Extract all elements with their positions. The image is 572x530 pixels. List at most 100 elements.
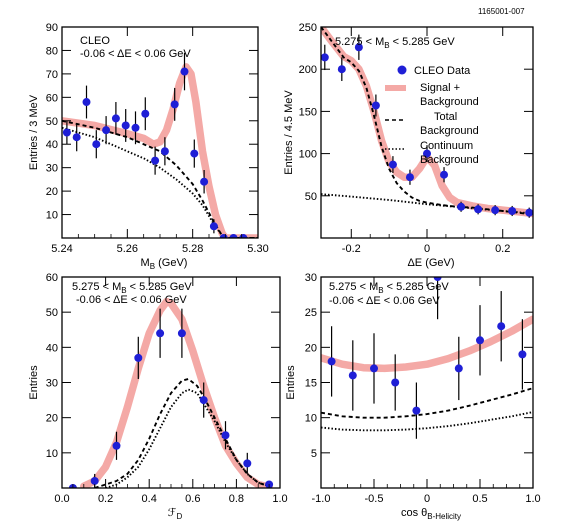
- panel-annotation: -0.06 < ΔE < 0.06 GeV: [329, 295, 440, 307]
- y-tick-label: 20: [305, 342, 317, 354]
- data-point: [433, 277, 442, 281]
- data-point: [440, 170, 449, 179]
- data-point: [151, 156, 160, 165]
- legend-data-label: CLEO Data: [414, 65, 471, 77]
- data-point: [92, 140, 101, 149]
- y-tick-label: 60: [46, 272, 58, 284]
- y-tick-label: 40: [46, 342, 58, 354]
- data-points: [327, 277, 527, 439]
- curves: [62, 63, 258, 238]
- x-axis-label: ΔE (GeV): [407, 257, 454, 269]
- legend-signal-label: Signal +: [420, 82, 460, 94]
- series-dashed-curve: [321, 387, 533, 419]
- data-points: [321, 34, 533, 218]
- data-point: [190, 149, 199, 158]
- data-point: [229, 234, 238, 238]
- curves: [321, 315, 533, 432]
- panel-annotation: -0.06 < ΔE < 0.06 GeV: [80, 48, 191, 60]
- data-point: [370, 364, 378, 373]
- series-band-curve: [62, 63, 258, 238]
- x-tick-label: -1.0: [312, 493, 331, 505]
- y-tick-label: 100: [299, 149, 317, 161]
- data-point: [121, 121, 130, 130]
- panel-top-left: 10 20 30 40 50 60 70 80 90 5.24 5.26 5.28 5.30 MB (Ge…: [28, 22, 269, 271]
- legend-total-label-2: Background: [420, 125, 479, 137]
- data-point: [457, 202, 466, 211]
- series-band-curve: [80, 297, 273, 488]
- data-points: [62, 52, 248, 238]
- panel-annotation: CLEO: [80, 35, 110, 47]
- y-tick-label: 10: [46, 448, 58, 460]
- series-dotted-curve: [321, 193, 533, 215]
- legend-total-label: Total: [434, 111, 457, 123]
- x-tick-label: 0.2: [495, 243, 510, 255]
- x-axis-label: MB (GeV): [141, 257, 188, 271]
- data-point: [131, 123, 140, 132]
- x-tick-label: 0.6: [185, 493, 200, 505]
- data-point: [112, 441, 121, 450]
- y-tick-label: 30: [46, 163, 58, 175]
- series-band-curve: [321, 315, 533, 373]
- y-tick-label: 70: [46, 69, 58, 81]
- y-axis-label: Entries / 3 MeV: [28, 94, 40, 170]
- curves: [321, 27, 533, 218]
- data-point: [177, 329, 186, 338]
- data-points: [68, 308, 274, 488]
- x-tick-label: -0.2: [342, 243, 361, 255]
- legend-data-marker: [397, 65, 407, 75]
- y-axis-label: Entries: [285, 365, 297, 400]
- x-axis-label: ℱD: [168, 507, 183, 521]
- legend-entry-data: CLEO Data: [397, 65, 471, 77]
- data-point: [156, 329, 165, 338]
- data-point: [518, 350, 527, 359]
- panel-top-right: 50 100 150 200 250 -0.2 0 0.2 ΔE (GeV) Entries / …: [283, 22, 534, 269]
- data-point: [90, 476, 99, 485]
- legend-signal-label-2: Background: [420, 96, 479, 108]
- x-tick-label: -0.5: [365, 493, 384, 505]
- panel-annotation: 5.275 < MB < 5.285 GeV: [335, 36, 455, 50]
- panel-bottom-left: 10 20 30 40 50 60 0.0 0.2 0.4 0.6 0.8 1.0 ℱD Entries 5…: [28, 272, 288, 521]
- data-point: [199, 396, 208, 405]
- y-tick-label: 30: [46, 378, 58, 390]
- data-point: [221, 431, 230, 440]
- data-point: [388, 160, 397, 169]
- data-point: [454, 364, 463, 373]
- x-tick-label: 5.26: [117, 243, 138, 255]
- data-point: [170, 100, 179, 109]
- legend-entry-signal: Signal + Background: [385, 82, 479, 108]
- y-tick-label: 60: [46, 92, 58, 104]
- data-point: [200, 177, 209, 186]
- data-point: [525, 208, 533, 217]
- data-point: [327, 357, 336, 366]
- y-tick-label: 30: [305, 272, 317, 284]
- x-tick-label: 0.2: [98, 493, 113, 505]
- legend: CLEO Data Signal + Background Total Back…: [385, 65, 479, 166]
- y-tick-label: 20: [46, 186, 58, 198]
- legend-continuum-label-2: Background: [420, 154, 479, 166]
- panel-annotation: -0.06 < ΔE < 0.06 GeV: [76, 294, 187, 306]
- x-tick-label: 1.0: [525, 493, 540, 505]
- curves: [80, 297, 273, 488]
- x-tick-label: 5.28: [182, 243, 203, 255]
- data-point: [180, 67, 189, 76]
- x-tick-label: 0.5: [472, 493, 487, 505]
- series-dashed-curve: [62, 119, 258, 238]
- data-point: [508, 206, 517, 215]
- x-tick-label: 0.0: [54, 493, 69, 505]
- x-tick-label: 1.0: [272, 493, 287, 505]
- x-tick-label: 5.24: [51, 243, 72, 255]
- y-tick-label: 250: [299, 22, 317, 34]
- x-tick-label: 0.8: [229, 493, 244, 505]
- data-point: [476, 336, 484, 345]
- y-tick-label: 15: [305, 378, 317, 390]
- y-tick-label: 200: [299, 64, 317, 76]
- data-point: [354, 43, 363, 52]
- y-tick-label: 90: [46, 22, 58, 34]
- data-point: [337, 65, 346, 74]
- y-tick-label: 20: [46, 413, 58, 425]
- data-point: [102, 126, 111, 135]
- y-tick-label: 40: [46, 139, 58, 151]
- data-point: [72, 133, 81, 142]
- y-tick-label: 50: [46, 116, 58, 128]
- panel-annotation: 5.275 < MB < 5.285 GeV: [72, 281, 192, 295]
